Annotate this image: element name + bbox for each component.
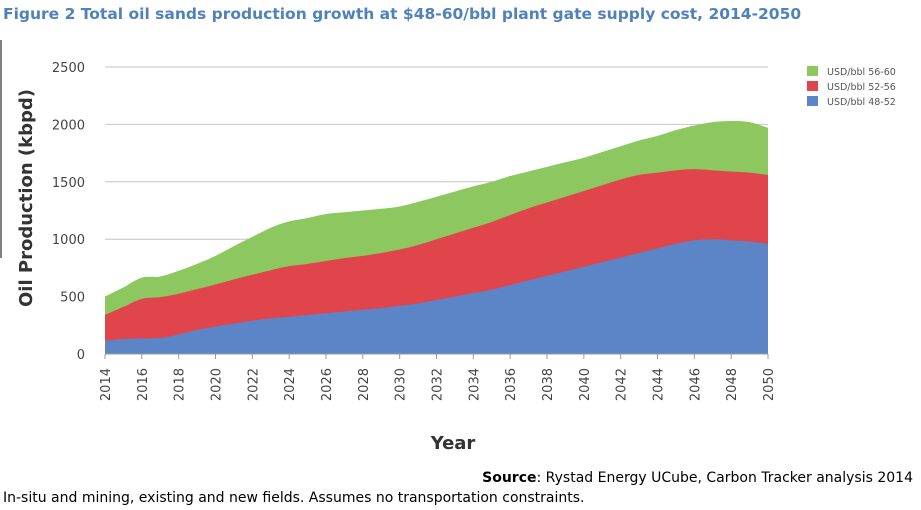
y-tick-label: 0 (77, 348, 85, 363)
x-tick-label: 2038 (541, 368, 556, 401)
x-tick-label: 2022 (246, 368, 261, 401)
source-note: Source: Rystad Energy UCube, Carbon Trac… (482, 470, 913, 486)
x-tick-label: 2014 (99, 368, 114, 401)
y-tick-label: 2500 (52, 61, 85, 76)
axes: 0 500 1000 1500 2000 2500 2014 2016 2018 2020 2022… (52, 61, 777, 401)
x-tick-label: 2036 (504, 368, 519, 401)
area-series-usd-bbl-48-52 (105, 239, 768, 354)
legend-label: USD/bbl 56-60 (827, 67, 896, 78)
footnote: In-situ and mining, existing and new fie… (3, 490, 585, 506)
left-border-line (0, 40, 2, 258)
legend: USD/bbl 56-60 USD/bbl 52-56 USD/bbl 48-52 (807, 66, 896, 108)
x-tick-label: 2030 (394, 368, 409, 401)
x-tick-label: 2020 (210, 368, 225, 401)
y-axis-title: Oil Production (kbpd) (16, 89, 37, 307)
x-tick-label: 2034 (467, 368, 482, 401)
x-tick-label: 2048 (725, 368, 740, 401)
figure-title: Figure 2 Total oil sands production grow… (3, 5, 802, 23)
y-tick-label: 500 (60, 291, 85, 306)
legend-swatch (807, 81, 818, 91)
x-tick-label: 2024 (283, 368, 298, 401)
x-tick-label: 2040 (578, 368, 593, 401)
y-tick-label: 1500 (52, 176, 85, 191)
x-tick-label: 2050 (762, 368, 777, 401)
x-tick-label: 2042 (615, 368, 630, 401)
source-label: Source (482, 470, 537, 486)
x-tick-label: 2026 (320, 368, 335, 401)
y-tick-label: 1000 (52, 233, 85, 248)
legend-label: USD/bbl 48-52 (827, 97, 896, 108)
x-tick-label: 2016 (136, 368, 151, 401)
source-text: : Rystad Energy UCube, Carbon Tracker an… (536, 470, 913, 486)
x-tick-label: 2046 (688, 368, 703, 401)
legend-label: USD/bbl 52-56 (827, 82, 896, 93)
x-tick-label: 2044 (652, 368, 667, 401)
x-tick-label: 2018 (173, 368, 188, 401)
legend-swatch (807, 96, 818, 106)
x-axis-title: Year (430, 433, 476, 454)
legend-swatch (807, 66, 818, 76)
x-tick-label: 2032 (431, 368, 446, 401)
y-tick-label: 2000 (52, 118, 85, 133)
area-chart: 0 500 1000 1500 2000 2500 2014 2016 2018 2020 2022… (16, 61, 896, 454)
x-tick-label: 2028 (357, 368, 372, 401)
stacked-areas (105, 120, 768, 355)
